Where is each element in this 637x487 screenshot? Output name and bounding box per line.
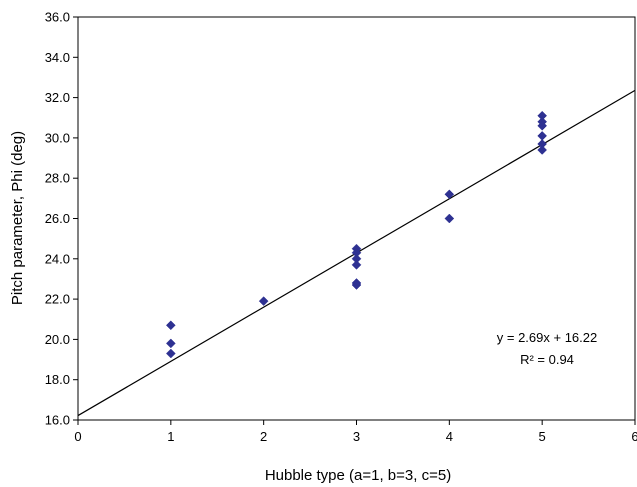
y-tick-label: 32.0	[45, 90, 70, 105]
data-point	[165, 338, 176, 349]
data-points	[165, 110, 548, 359]
data-point	[444, 189, 455, 200]
data-point	[351, 280, 362, 290]
y-tick-label: 30.0	[45, 130, 70, 145]
x-axis-ticks: 0 1 2 3 4 5 6	[74, 420, 637, 444]
data-point	[165, 320, 176, 331]
y-tick-label: 26.0	[45, 211, 70, 226]
data-point	[537, 120, 548, 131]
data-point	[537, 145, 548, 155]
data-point	[537, 131, 548, 141]
data-point	[258, 296, 269, 306]
x-tick-label: 5	[539, 429, 546, 444]
x-tick-label: 2	[260, 429, 267, 444]
y-tick-label: 20.0	[45, 332, 70, 347]
x-tick-label: 1	[167, 429, 174, 444]
equation-label: y = 2.69x + 16.22	[497, 330, 597, 345]
y-tick-label: 22.0	[45, 292, 70, 307]
x-tick-label: 4	[446, 429, 453, 444]
data-point	[444, 213, 455, 224]
y-axis-ticks: 16.0 18.0 20.0 22.0 24.0 26.0 28.0 30.0 32.0 34.0…	[45, 10, 78, 428]
x-axis-title: Hubble type (a=1, b=3, c=5)	[265, 467, 451, 484]
y-tick-label: 28.0	[45, 171, 70, 186]
y-tick-label: 36.0	[45, 10, 70, 25]
y-tick-label: 16.0	[45, 413, 70, 428]
x-tick-label: 0	[74, 429, 81, 444]
y-axis-title: Pitch parameter, Phi (deg)	[9, 131, 26, 305]
y-tick-label: 24.0	[45, 251, 70, 266]
x-tick-label: 3	[353, 429, 360, 444]
x-tick-label: 6	[631, 429, 637, 444]
r-squared-label: R² = 0.94	[520, 352, 574, 367]
data-point	[351, 259, 362, 270]
y-tick-label: 34.0	[45, 50, 70, 65]
y-tick-label: 18.0	[45, 372, 70, 387]
data-point	[165, 348, 176, 359]
